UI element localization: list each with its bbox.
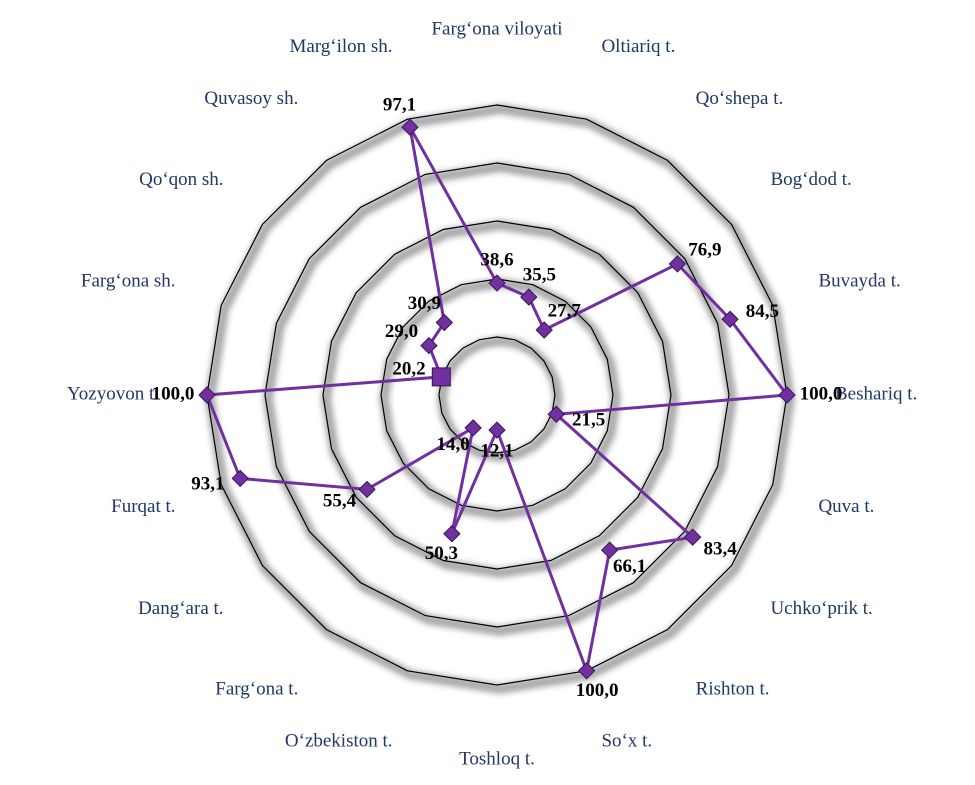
marker xyxy=(464,419,482,437)
value-label: 55,4 xyxy=(323,491,357,512)
grid-shadow xyxy=(204,103,796,695)
marker xyxy=(198,386,216,404)
category-label: Farg‘ona t. xyxy=(215,679,298,700)
category-label: Rishton t. xyxy=(696,679,770,700)
marker xyxy=(577,662,596,680)
series-line xyxy=(204,126,790,677)
value-label: 97,1 xyxy=(383,95,416,116)
value-label: 83,4 xyxy=(704,538,738,559)
marker xyxy=(358,480,376,499)
value-label: 93,1 xyxy=(191,474,224,495)
marker xyxy=(778,386,796,404)
category-label: Uchko‘prik t. xyxy=(770,598,872,619)
value-label: 12,1 xyxy=(480,440,513,461)
marker xyxy=(401,118,419,136)
grid-ring xyxy=(380,278,614,512)
value-label: 76,9 xyxy=(688,239,721,260)
marker xyxy=(600,541,619,559)
value-label: 27,7 xyxy=(548,301,582,322)
grid-ring xyxy=(322,220,672,570)
category-label: Farg‘ona viloyati xyxy=(431,18,562,39)
category-label: Quva t. xyxy=(818,496,874,517)
value-label: 35,5 xyxy=(523,265,556,286)
value-label: 38,6 xyxy=(480,249,513,270)
marker xyxy=(431,367,451,387)
category-label: Marg‘ilon sh. xyxy=(289,36,392,57)
marker xyxy=(231,469,249,488)
category-label: Beshariq t. xyxy=(835,383,917,404)
marker xyxy=(420,336,438,355)
category-label: O‘zbekiston t. xyxy=(285,730,393,751)
grid-shadow xyxy=(320,219,680,579)
grid-ring xyxy=(438,336,556,454)
value-label: 100,0 xyxy=(152,383,195,404)
marker xyxy=(547,405,566,423)
marker xyxy=(435,313,454,332)
value-label: 100,0 xyxy=(800,383,843,404)
category-label: Toshloq t. xyxy=(459,748,535,769)
value-label: 50,3 xyxy=(425,543,458,564)
category-label: Qo‘qon sh. xyxy=(139,169,223,190)
marker xyxy=(520,288,538,306)
marker xyxy=(721,310,739,328)
category-label: So‘x t. xyxy=(601,730,652,751)
category-label: Dang‘ara t. xyxy=(138,598,223,619)
value-label: 66,1 xyxy=(613,556,646,577)
category-label: Quvasoy sh. xyxy=(204,88,298,109)
value-label: 20,2 xyxy=(392,358,425,379)
marker xyxy=(488,421,506,439)
grid-ring xyxy=(264,162,730,628)
category-label: Buvayda t. xyxy=(818,271,900,292)
category-label: Bog‘dod t. xyxy=(770,169,851,190)
category-label: Farg‘ona sh. xyxy=(81,271,176,292)
marker xyxy=(443,525,461,543)
category-label: Yozyovon t. xyxy=(67,383,159,404)
value-label: 14,0 xyxy=(437,434,470,455)
value-label: 30,9 xyxy=(408,293,441,314)
value-label: 21,5 xyxy=(572,409,605,430)
marker xyxy=(683,528,702,546)
marker xyxy=(488,274,506,292)
value-label: 84,5 xyxy=(746,301,779,322)
grid-ring xyxy=(206,104,788,686)
category-label: Qo‘shepa t. xyxy=(696,88,784,109)
marker xyxy=(535,321,553,339)
marker xyxy=(668,255,687,273)
category-label: Furqat t. xyxy=(111,496,175,517)
value-label: 29,0 xyxy=(385,321,418,342)
value-label: 100,0 xyxy=(576,680,619,701)
grid-shadow xyxy=(378,277,622,521)
category-label: Oltiariq t. xyxy=(601,36,675,57)
